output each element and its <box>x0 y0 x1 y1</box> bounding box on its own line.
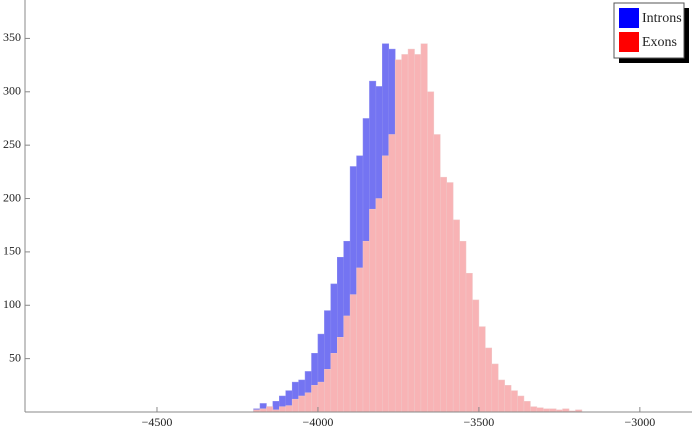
bar <box>337 337 344 413</box>
y-tick-label: 100 <box>3 297 21 311</box>
bar <box>401 54 409 413</box>
bar <box>510 390 518 413</box>
bar <box>311 385 319 413</box>
bar <box>523 401 531 413</box>
bar <box>349 294 357 413</box>
bar <box>298 395 306 413</box>
x-tick-label: −4000 <box>303 415 334 429</box>
bar <box>330 353 338 413</box>
bar <box>433 134 441 413</box>
bar <box>317 381 325 413</box>
y-tick-label: 200 <box>3 190 21 204</box>
bar <box>536 407 544 413</box>
bar <box>452 219 460 413</box>
bar <box>407 48 415 413</box>
bar <box>369 208 377 413</box>
legend-label: Exons <box>642 35 677 50</box>
legend-label: Introns <box>642 11 682 26</box>
x-tick-label: −3500 <box>464 415 495 429</box>
bar <box>343 315 351 413</box>
y-tick-label: 300 <box>3 84 21 98</box>
y-tick-label: 350 <box>3 30 21 44</box>
bar <box>497 379 505 413</box>
bar <box>420 43 428 413</box>
bar <box>382 155 390 413</box>
bar <box>485 347 493 413</box>
bar <box>291 398 299 413</box>
bar <box>304 392 312 413</box>
legend-swatch <box>619 8 639 28</box>
bar <box>472 299 480 413</box>
bar <box>362 240 370 413</box>
bar <box>285 405 293 413</box>
bar <box>394 59 402 413</box>
x-tick-label: −3000 <box>624 415 655 429</box>
bar <box>356 267 364 413</box>
bar <box>504 385 512 413</box>
legend: Introns Exons <box>613 2 689 63</box>
bar <box>446 182 454 413</box>
bar <box>279 406 286 413</box>
bar <box>324 369 332 413</box>
bar <box>530 406 538 413</box>
bar <box>375 198 383 413</box>
bar <box>266 406 274 413</box>
y-tick-label: 50 <box>9 350 21 364</box>
bar <box>465 272 473 413</box>
bar <box>414 54 422 413</box>
x-tick-label: −4500 <box>142 415 173 429</box>
bar <box>478 326 486 413</box>
bar <box>491 363 499 413</box>
bar <box>388 134 396 413</box>
y-tick-label: 250 <box>3 137 21 151</box>
bar <box>440 176 447 413</box>
bar <box>459 240 467 413</box>
bar <box>517 395 525 413</box>
y-tick-label: 150 <box>3 244 21 258</box>
bar <box>427 91 435 413</box>
legend-swatch <box>619 32 639 52</box>
